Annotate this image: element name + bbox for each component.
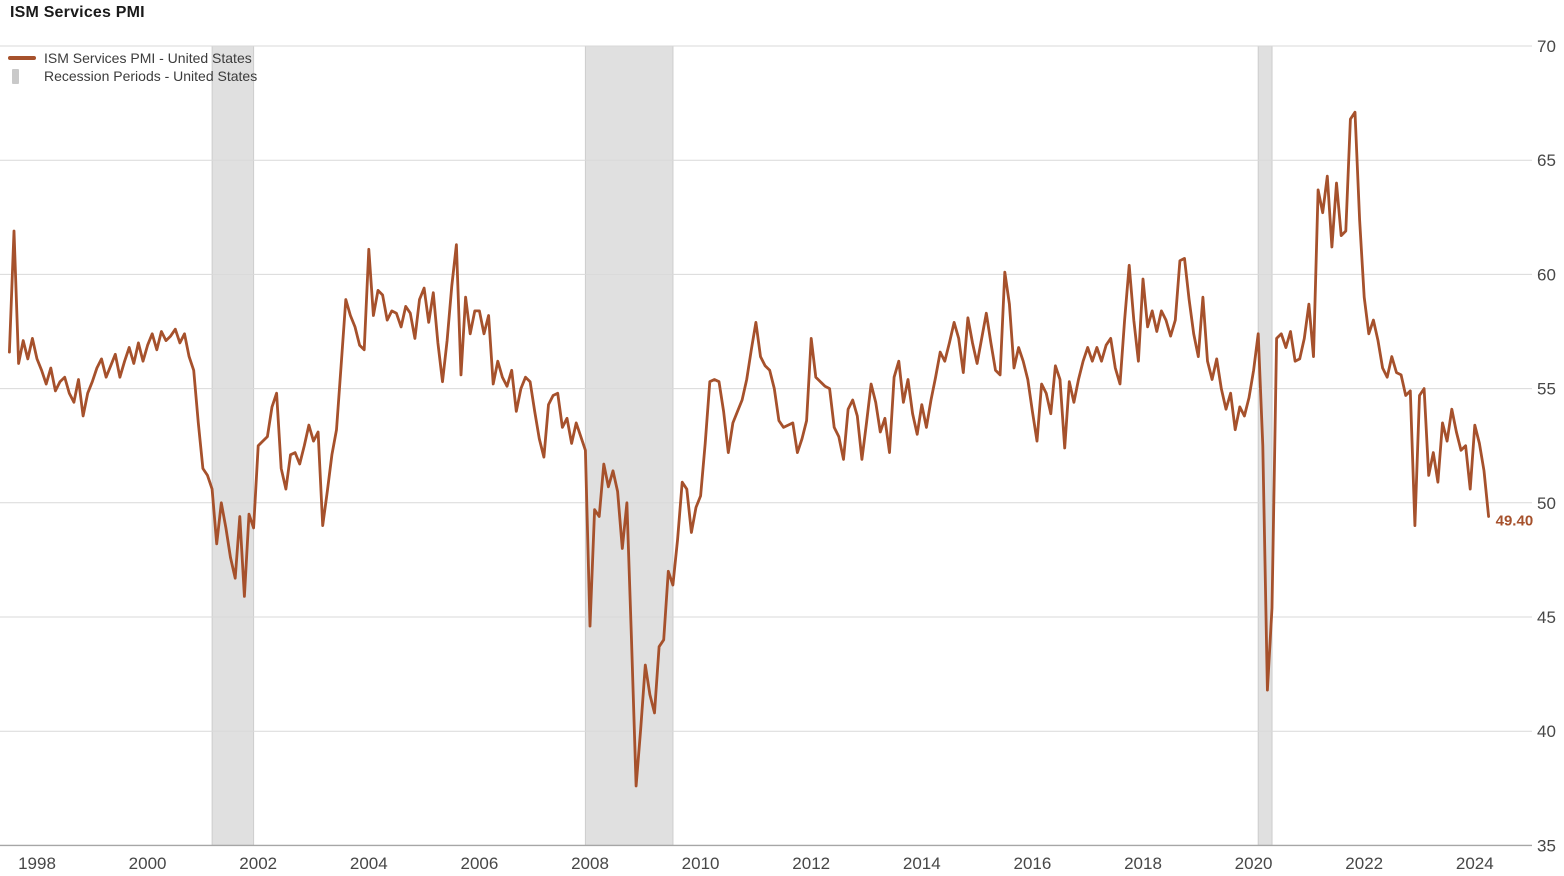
x-tick-label: 2018 [1124,854,1162,873]
recession-band-swatch-icon [12,68,19,84]
x-tick-label: 2022 [1345,854,1383,873]
x-tick-label: 2004 [350,854,388,873]
x-tick-label: 2024 [1456,854,1494,873]
x-tick-label: 2016 [1013,854,1051,873]
y-tick-label: 35 [1537,836,1556,855]
y-tick-label: 60 [1537,265,1556,284]
x-tick-label: 2000 [129,854,167,873]
recession-band [584,45,674,846]
legend-item-recession: Recession Periods - United States [8,67,257,85]
legend-label-recession: Recession Periods - United States [44,68,258,84]
last-value-label: 49.40 [1496,513,1534,530]
x-tick-label: 2008 [571,854,609,873]
legend-label-pmi: ISM Services PMI - United States [44,50,252,66]
y-tick-label: 70 [1537,37,1556,56]
y-tick-label: 50 [1537,494,1556,513]
y-tick-label: 65 [1537,151,1556,170]
line-series-swatch-icon [8,56,36,60]
x-tick-label: 1998 [18,854,56,873]
y-tick-label: 40 [1537,722,1556,741]
y-tick-label: 45 [1537,608,1556,627]
x-tick-label: 2010 [682,854,720,873]
x-tick-label: 2006 [460,854,498,873]
recession-band [1257,45,1273,846]
legend-item-pmi: ISM Services PMI - United States [8,49,257,67]
x-tick-label: 2014 [903,854,941,873]
x-tick-label: 2012 [792,854,830,873]
x-tick-label: 2002 [239,854,277,873]
legend-swatch-box [8,68,44,84]
pmi-line [7,110,1490,788]
chart-title: ISM Services PMI [10,4,145,21]
recession-band [211,45,255,846]
y-tick-label: 55 [1537,380,1556,399]
legend-swatch-box [8,56,44,60]
legend: ISM Services PMI - United States Recessi… [8,49,257,85]
x-tick-label: 2020 [1235,854,1273,873]
